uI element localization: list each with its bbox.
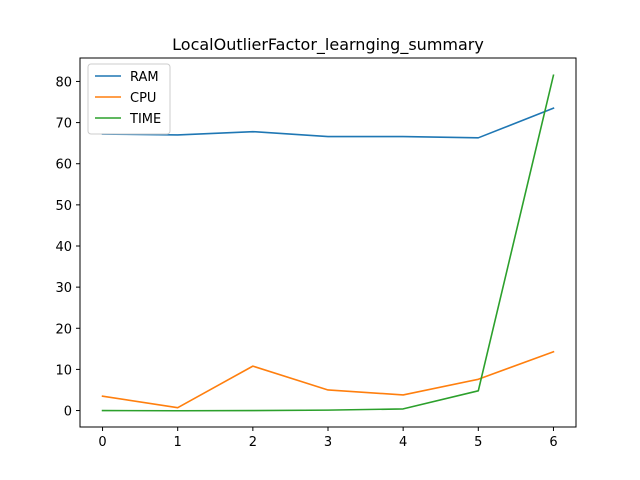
legend-label-ram: RAM — [130, 70, 159, 85]
x-tick-label: 6 — [549, 435, 557, 450]
legend-label-cpu: CPU — [130, 91, 156, 106]
y-tick-label: 10 — [55, 363, 72, 378]
legend-box — [87, 63, 171, 135]
y-axis: 0 10 20 30 40 50 60 70 80 — [55, 75, 80, 420]
series-line-cpu — [101, 350, 555, 409]
y-tick-label: 60 — [55, 158, 72, 173]
x-tick-label: 0 — [98, 435, 106, 450]
legend-label-time: TIME — [129, 112, 161, 127]
series-line-ram — [101, 107, 555, 139]
y-tick-label: 30 — [55, 281, 72, 296]
y-tick-label: 80 — [55, 75, 72, 90]
x-tick-label: 1 — [174, 435, 182, 450]
y-tick-label: 70 — [55, 117, 72, 132]
y-tick-label: 20 — [55, 322, 72, 337]
x-tick-label: 5 — [474, 435, 482, 450]
chart-title: LocalOutlierFactor_learnging_summary — [172, 35, 484, 55]
legend: RAM CPU TIME — [87, 63, 171, 135]
series-layer — [101, 74, 555, 412]
x-tick-label: 4 — [399, 435, 407, 450]
x-tick-label: 3 — [324, 435, 332, 450]
series-line-time — [101, 74, 555, 412]
y-tick-label: 50 — [55, 199, 72, 214]
x-tick-label: 2 — [249, 435, 257, 450]
x-axis: 0 1 2 3 4 5 6 — [98, 427, 558, 450]
y-tick-label: 40 — [55, 240, 72, 255]
y-tick-label: 0 — [64, 405, 72, 420]
